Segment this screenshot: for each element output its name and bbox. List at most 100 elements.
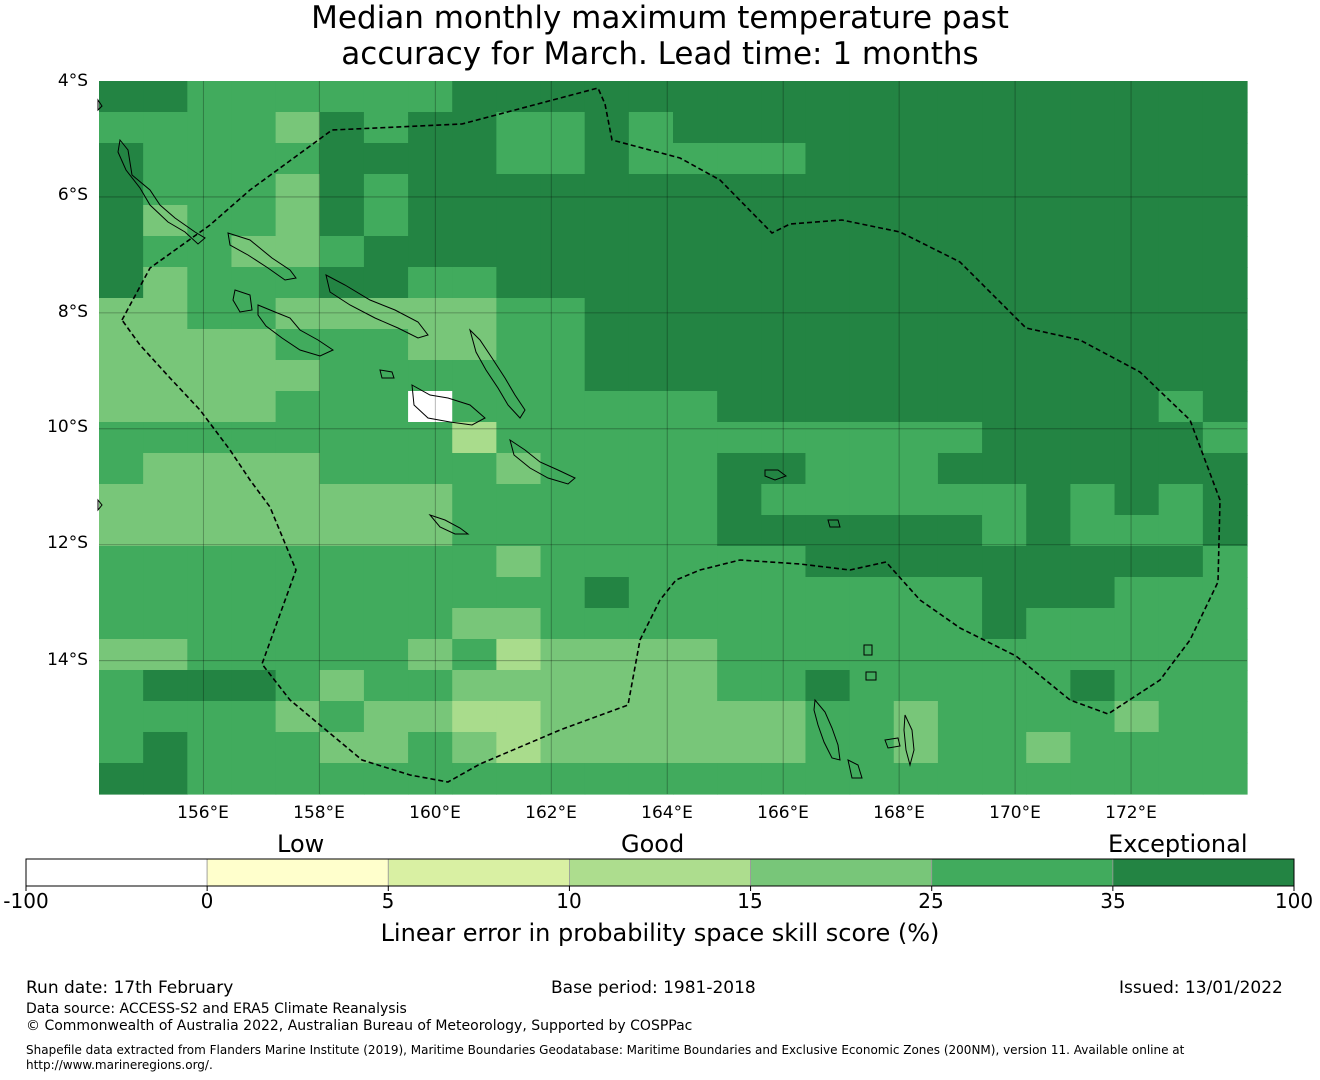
grid-cell <box>1202 453 1248 485</box>
data-source: Data source: ACCESS-S2 and ERA5 Climate … <box>26 1001 407 1017</box>
grid-cell <box>805 639 851 671</box>
grid-cell <box>99 639 144 671</box>
grid-cell <box>99 577 144 609</box>
grid-cell <box>1070 732 1116 764</box>
grid-cell <box>275 174 321 206</box>
grid-cell <box>1158 329 1204 361</box>
island-outline <box>863 644 873 656</box>
grid-cell <box>893 236 939 268</box>
grid-cell <box>1158 391 1204 423</box>
grid-cell <box>231 453 277 485</box>
grid-cell <box>143 763 188 795</box>
grid-cell <box>893 81 939 113</box>
grid-cell <box>231 670 277 702</box>
grid-cell <box>231 546 277 578</box>
island-outline <box>509 438 576 485</box>
grid-cell <box>231 577 277 609</box>
grid-cell <box>805 484 851 516</box>
grid-cell <box>849 236 895 268</box>
grid-cell <box>761 577 807 609</box>
grid-cell <box>496 639 542 671</box>
grid-cell <box>319 639 365 671</box>
grid-cell <box>187 670 233 702</box>
grid-cell <box>893 577 939 609</box>
island-outline <box>97 498 103 512</box>
eez-boundaries <box>121 87 1221 783</box>
grid-cell <box>628 670 674 702</box>
grid-cell <box>319 732 365 764</box>
grid-cell <box>319 546 365 578</box>
grid-cell <box>849 608 895 640</box>
grid-cell <box>231 236 277 268</box>
grid-cell <box>717 81 762 113</box>
island-outline <box>469 328 526 419</box>
grid-cell <box>187 329 233 361</box>
grid-cell <box>187 763 233 795</box>
grid-cell <box>1070 81 1116 113</box>
grid-cell <box>937 205 983 237</box>
grid-cell <box>143 515 188 547</box>
grid-cell <box>761 143 807 175</box>
grid-cell <box>761 360 807 392</box>
grid-cell <box>1026 112 1071 144</box>
grid-cell <box>363 205 409 237</box>
grid-cell <box>99 546 144 578</box>
grid-cell <box>893 701 939 733</box>
grid-cell <box>1026 267 1071 299</box>
grid-cell <box>1026 360 1071 392</box>
grid-cell <box>673 484 718 516</box>
grid-cell <box>982 267 1027 299</box>
grid-cell <box>717 701 762 733</box>
grid-cell <box>761 732 807 764</box>
grid-cell <box>1070 422 1116 454</box>
grid-cell <box>319 298 365 330</box>
category-exceptional: Exceptional <box>1108 830 1248 858</box>
grid-cell <box>275 422 321 454</box>
grid-cell <box>496 174 542 206</box>
grid-cell <box>805 112 851 144</box>
grid-cell <box>408 174 453 206</box>
grid-cell <box>584 112 630 144</box>
grid-cell <box>761 608 807 640</box>
grid-cell <box>1114 484 1160 516</box>
grid-cell <box>99 515 144 547</box>
grid-cell <box>452 763 497 795</box>
grid-cell <box>937 577 983 609</box>
grid-cell <box>1158 608 1204 640</box>
grid-cell <box>496 267 542 299</box>
grid-cell <box>1158 484 1204 516</box>
grid-cell <box>363 577 409 609</box>
grid-cell <box>496 701 542 733</box>
grid-cell <box>275 546 321 578</box>
grid-cell <box>452 484 497 516</box>
grid-cell <box>1114 205 1160 237</box>
grid-cell <box>628 639 674 671</box>
grid-cell <box>231 608 277 640</box>
grid-cell <box>187 701 233 733</box>
grid-cell <box>540 205 586 237</box>
grid-cell <box>761 639 807 671</box>
grid-cell <box>408 298 453 330</box>
grid-cell <box>408 329 453 361</box>
grid-cell <box>982 515 1027 547</box>
grid-cell <box>143 701 188 733</box>
grid-cell <box>584 236 630 268</box>
grid-cell <box>187 453 233 485</box>
grid-cell <box>1158 639 1204 671</box>
grid-cell <box>452 174 497 206</box>
grid-cell <box>805 701 851 733</box>
grid-cell <box>408 112 453 144</box>
grid-cell <box>849 453 895 485</box>
grid-cell <box>275 701 321 733</box>
grid-cell <box>452 267 497 299</box>
grid-cell <box>1158 763 1204 795</box>
grid-cell <box>584 515 630 547</box>
category-good: Good <box>621 830 685 858</box>
grid-cell <box>540 298 586 330</box>
grid-cell <box>628 608 674 640</box>
grid-cell <box>319 391 365 423</box>
grid-cell <box>1114 732 1160 764</box>
grid-cell <box>849 422 895 454</box>
grid-cell <box>540 639 586 671</box>
colorbar-segment <box>750 858 933 887</box>
